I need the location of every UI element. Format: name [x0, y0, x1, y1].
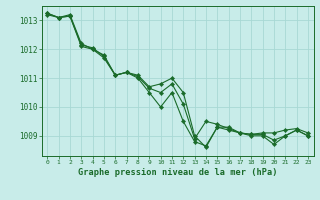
- X-axis label: Graphe pression niveau de la mer (hPa): Graphe pression niveau de la mer (hPa): [78, 168, 277, 177]
